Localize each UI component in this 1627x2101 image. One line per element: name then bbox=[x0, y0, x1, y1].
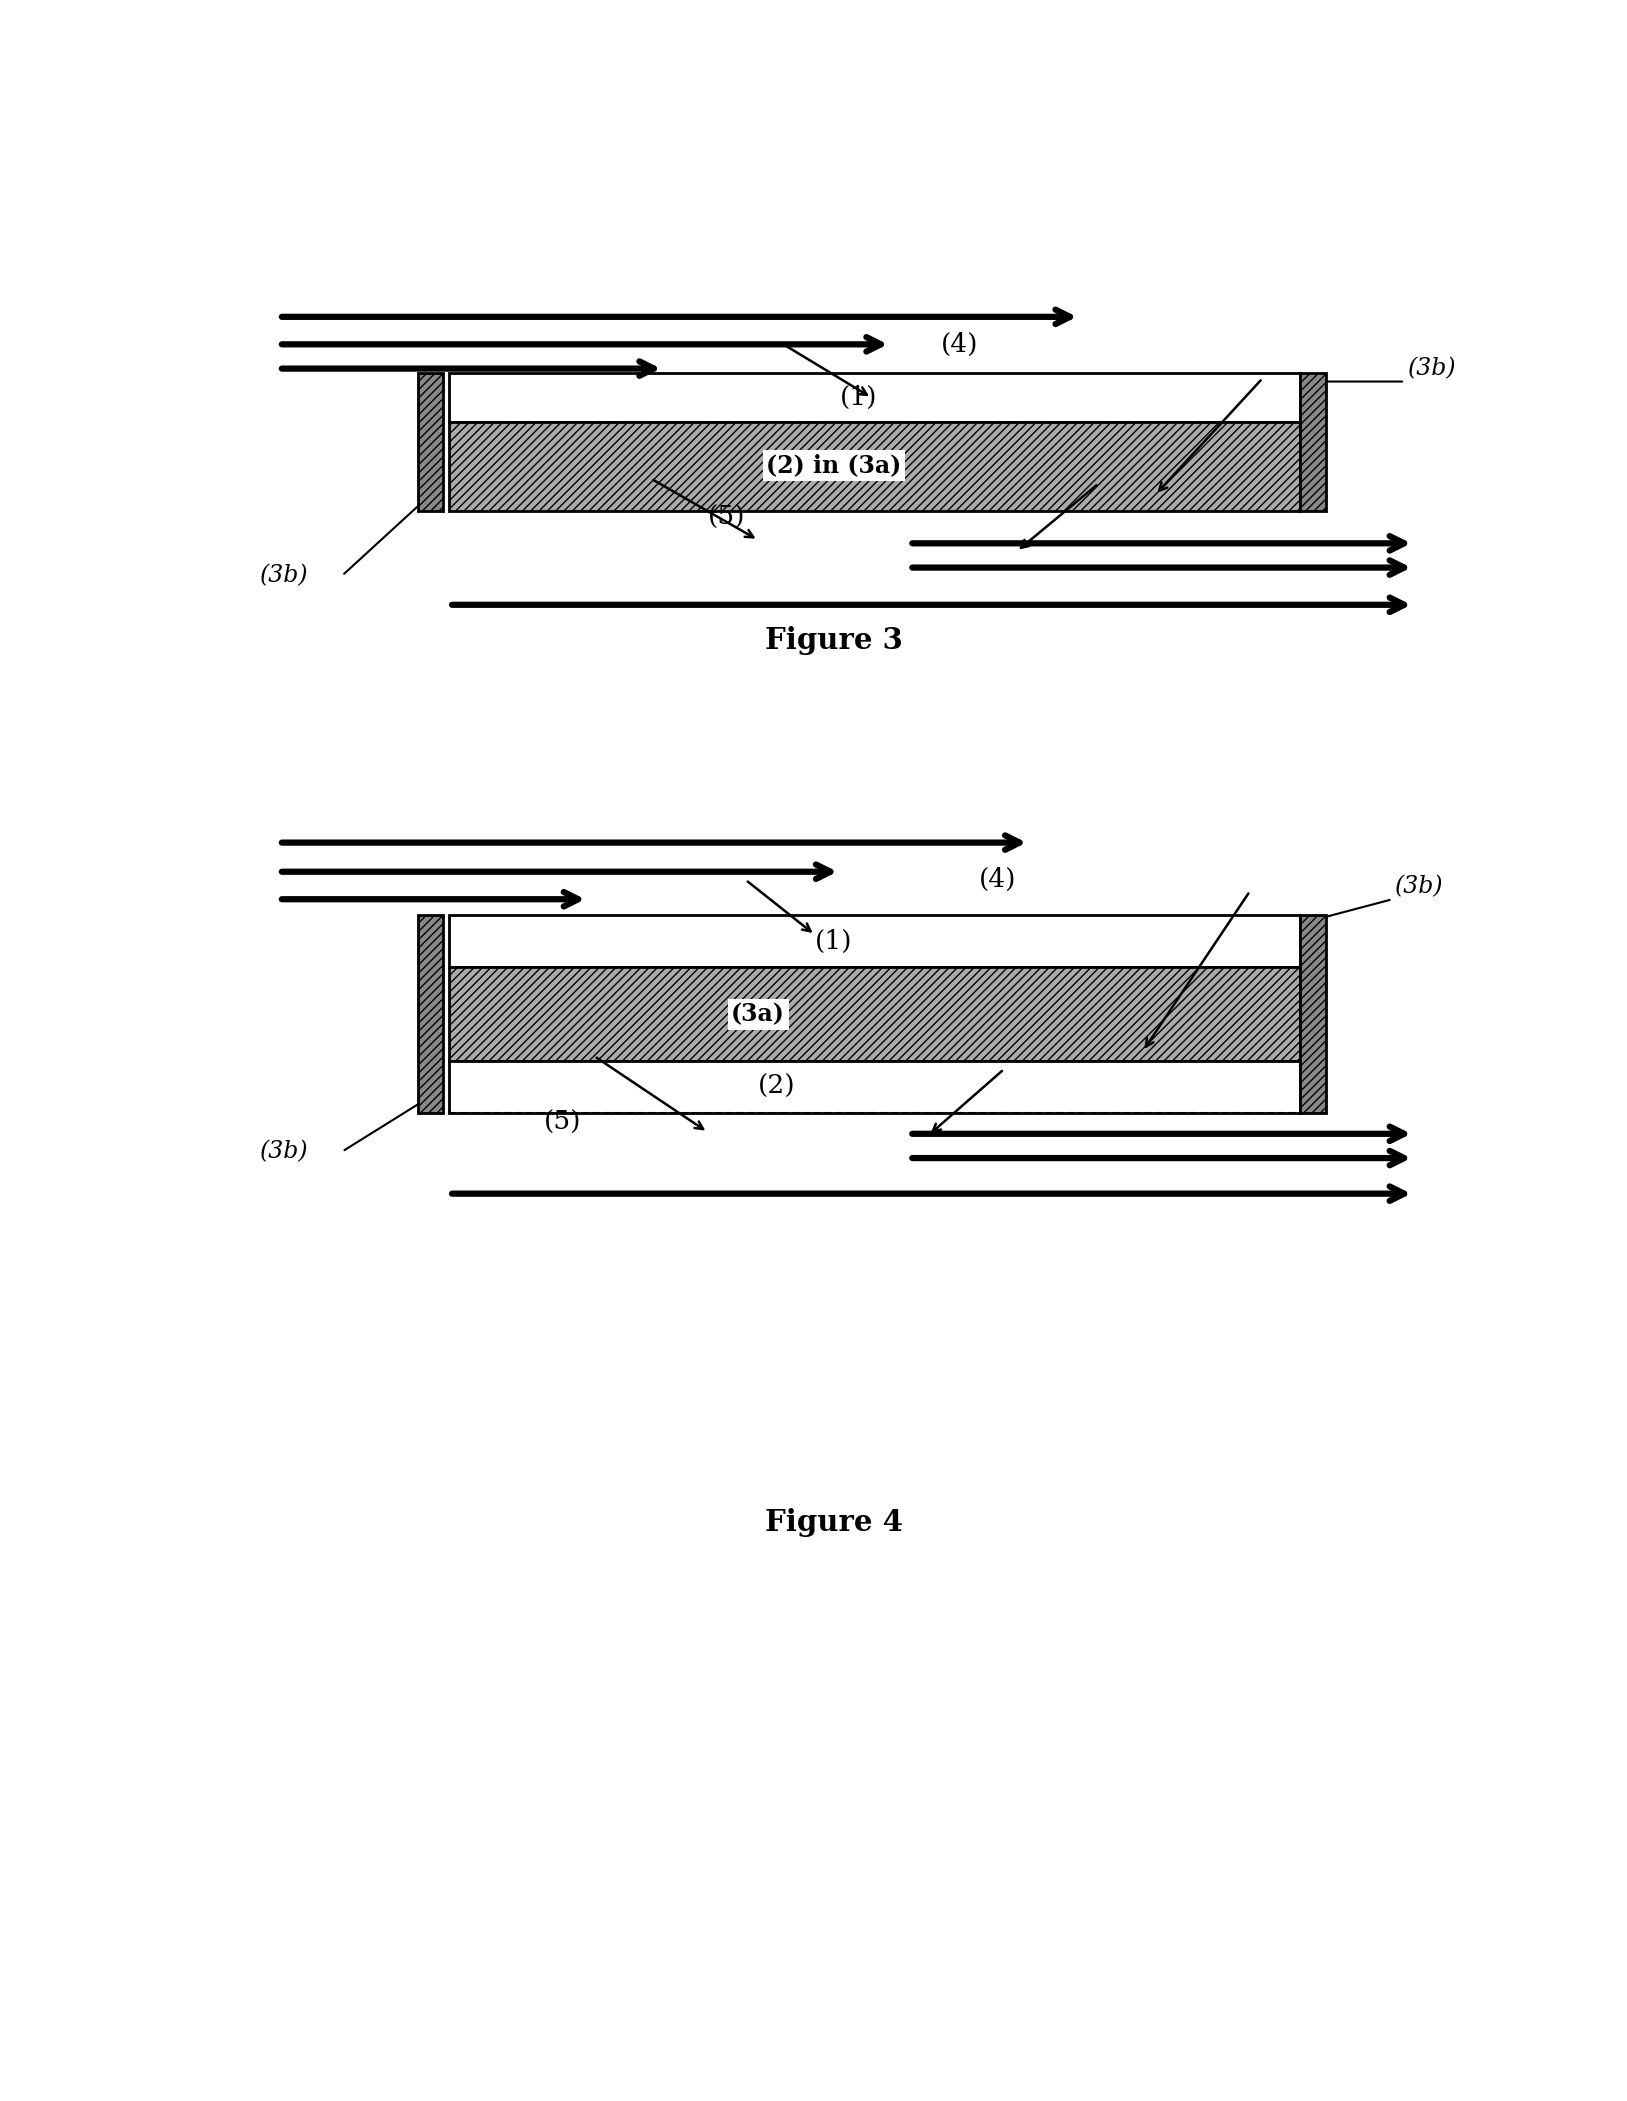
Text: (4): (4) bbox=[940, 332, 979, 357]
Bar bbox=[449, 374, 1300, 422]
Bar bbox=[418, 374, 443, 511]
Text: (2) in (3a): (2) in (3a) bbox=[766, 454, 901, 477]
Bar bbox=[449, 916, 1300, 966]
Text: (3b): (3b) bbox=[260, 565, 309, 586]
Text: (3b): (3b) bbox=[1407, 357, 1456, 380]
Text: (2): (2) bbox=[758, 1074, 796, 1099]
Text: Figure 4: Figure 4 bbox=[765, 1509, 903, 1536]
Text: (1): (1) bbox=[815, 929, 853, 954]
Bar bbox=[449, 966, 1300, 1061]
Text: (3b): (3b) bbox=[1394, 874, 1443, 897]
Bar bbox=[1300, 374, 1326, 511]
Text: (5): (5) bbox=[708, 504, 745, 529]
Text: (3b): (3b) bbox=[260, 1141, 309, 1164]
Text: (1): (1) bbox=[840, 384, 879, 410]
Text: Figure 3: Figure 3 bbox=[765, 626, 903, 656]
Text: (3a): (3a) bbox=[731, 1002, 786, 1025]
Bar bbox=[1300, 916, 1326, 1114]
Bar bbox=[418, 916, 443, 1114]
Text: (5): (5) bbox=[543, 1109, 581, 1135]
Text: (4): (4) bbox=[979, 868, 1017, 893]
Bar bbox=[449, 422, 1300, 511]
Bar bbox=[449, 1061, 1300, 1114]
